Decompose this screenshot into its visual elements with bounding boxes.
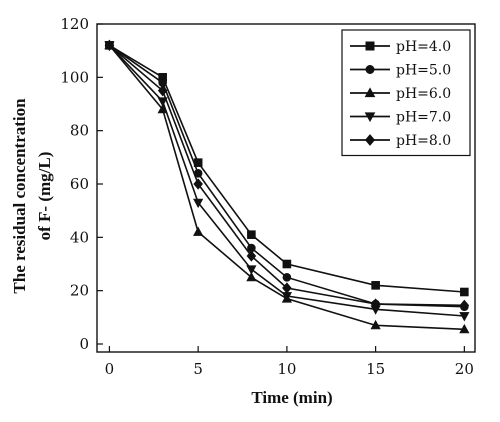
data-point <box>282 273 292 282</box>
y-axis-title-line-1: The residual concentration <box>10 98 29 294</box>
x-tick-label: 15 <box>366 360 385 378</box>
legend-marker <box>365 41 375 51</box>
data-point <box>157 85 168 97</box>
data-point <box>371 281 380 290</box>
y-tick-label: 0 <box>79 335 89 353</box>
data-point <box>246 250 257 262</box>
plot-frame <box>96 23 476 353</box>
y-axis-title-line-2: of F- (mg/L) <box>35 152 54 241</box>
x-axis-title: Time (min) <box>251 388 332 407</box>
legend-label: pH=7.0 <box>396 110 451 126</box>
data-point <box>282 259 292 269</box>
legend-marker <box>364 112 376 123</box>
y-tick-label: 20 <box>70 282 89 300</box>
x-tick-label: 10 <box>277 360 296 378</box>
data-point <box>193 226 204 236</box>
data-point <box>282 282 292 294</box>
legend-marker <box>364 87 376 98</box>
x-tick-label: 0 <box>105 360 115 378</box>
y-tick-label: 100 <box>60 68 89 86</box>
data-point <box>246 265 257 275</box>
series-3 <box>104 39 470 334</box>
data-point <box>246 271 257 282</box>
data-point <box>459 299 470 311</box>
y-tick-label: 60 <box>70 175 89 193</box>
legend-label: pH=5.0 <box>396 63 451 79</box>
series-layer <box>104 39 470 334</box>
data-point <box>460 287 469 297</box>
data-point <box>459 312 470 322</box>
axes: 0 5 10 15 20 0 20 40 60 80 100 120 <box>60 15 476 378</box>
data-point <box>247 230 256 239</box>
y-tick-label: 80 <box>70 122 89 140</box>
x-tick-label: 5 <box>193 360 203 378</box>
y-tick-label: 40 <box>70 228 89 246</box>
legend-marker <box>364 134 376 146</box>
legend-label: pH=8.0 <box>396 133 451 149</box>
legend-marker <box>365 65 375 75</box>
x-tick-label: 20 <box>455 360 474 378</box>
legend: pH=4.0 pH=5.0 pH=6.0 pH=7.0 pH=8.0 <box>341 29 471 157</box>
data-point <box>104 39 115 51</box>
y-tick-label: 120 <box>60 15 89 33</box>
data-point <box>459 323 470 334</box>
data-point <box>370 298 381 310</box>
legend-label: pH=4.0 <box>396 39 451 55</box>
series-5 <box>104 39 470 311</box>
data-point <box>193 198 204 209</box>
data-point <box>193 178 203 190</box>
data-point <box>370 319 381 330</box>
data-point <box>157 97 168 107</box>
legend-label: pH=6.0 <box>396 86 451 102</box>
